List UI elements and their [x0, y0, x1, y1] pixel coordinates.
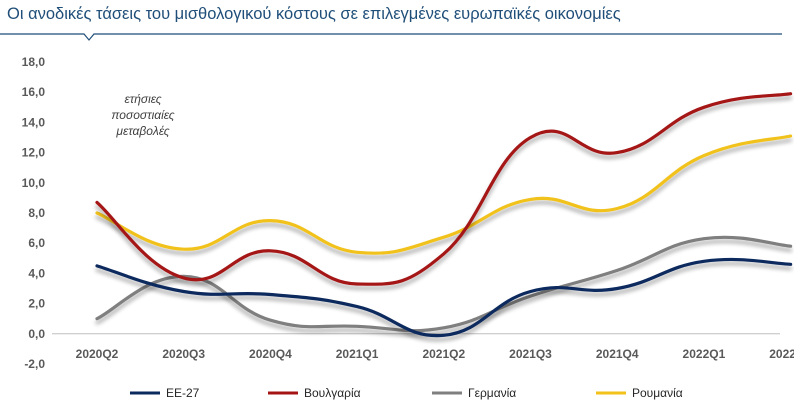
data-point: [616, 287, 619, 290]
x-tick-label: 2020Q2: [76, 347, 119, 361]
data-point: [96, 212, 99, 215]
series-line-3: [95, 134, 793, 255]
series-line-1: [95, 92, 793, 286]
data-point: [442, 236, 445, 239]
data-point: [529, 136, 532, 139]
data-point: [789, 263, 792, 266]
data-point: [702, 106, 705, 109]
data-point: [442, 334, 445, 337]
title-underline: [0, 33, 782, 41]
data-point: [616, 269, 619, 272]
data-point: [356, 251, 359, 254]
data-point: [269, 319, 272, 322]
data-point: [356, 305, 359, 308]
data-point: [702, 260, 705, 263]
x-tick-label: 2022Q2: [769, 347, 794, 361]
data-point: [702, 154, 705, 157]
data-point: [789, 92, 792, 95]
x-tick-label: 2021Q1: [336, 347, 379, 361]
legend-label: Ρουμανία: [632, 386, 683, 400]
x-tick-label: 2021Q2: [422, 347, 465, 361]
data-point: [269, 219, 272, 222]
data-point: [356, 325, 359, 328]
data-point: [442, 252, 445, 255]
y-tick-label: 14,0: [22, 115, 46, 129]
y-tick-label: 8,0: [28, 206, 45, 220]
series-line-0: [95, 257, 793, 338]
data-point: [96, 201, 99, 204]
data-point: [269, 293, 272, 296]
x-tick-label: 2020Q3: [162, 347, 205, 361]
data-point: [529, 295, 532, 298]
data-point: [356, 282, 359, 285]
chart-annotation-line: ετήσιες: [124, 92, 161, 106]
legend-label: ΕΕ-27: [166, 386, 200, 400]
chart-title: Οι ανοδικές τάσεις του μισθολογικού κόστ…: [7, 5, 621, 23]
data-point: [529, 290, 532, 293]
legend-label: Βουλγαρία: [304, 386, 361, 400]
legend-label: Γερμανία: [468, 386, 516, 400]
y-tick-label: 0,0: [28, 327, 45, 341]
data-point: [96, 317, 99, 320]
data-point: [616, 151, 619, 154]
series-line-2: [95, 235, 793, 333]
data-point: [789, 134, 792, 137]
data-point: [269, 249, 272, 252]
x-tick-label: 2021Q4: [596, 347, 639, 361]
data-point: [442, 326, 445, 329]
x-tick-label: 2020Q4: [249, 347, 292, 361]
data-point: [182, 276, 185, 279]
y-tick-label: 12,0: [22, 146, 46, 160]
y-tick-label: 16,0: [22, 85, 46, 99]
x-tick-label: 2022Q1: [683, 347, 726, 361]
data-point: [789, 245, 792, 248]
data-point: [529, 198, 532, 201]
y-tick-label: 4,0: [28, 266, 45, 280]
y-tick-label: 18,0: [22, 55, 46, 69]
x-tick-label: 2021Q3: [509, 347, 552, 361]
data-point: [182, 248, 185, 251]
y-tick-label: 2,0: [28, 297, 45, 311]
data-point: [182, 290, 185, 293]
chart-annotation-line: μεταβολές: [115, 124, 169, 138]
y-tick-label: 10,0: [22, 176, 46, 190]
y-tick-label: -2,0: [24, 357, 45, 371]
data-point: [702, 237, 705, 240]
data-point: [96, 264, 99, 267]
data-point: [616, 207, 619, 210]
y-tick-label: 6,0: [28, 236, 45, 250]
chart-annotation-line: ποσοστιαίες: [111, 108, 174, 122]
